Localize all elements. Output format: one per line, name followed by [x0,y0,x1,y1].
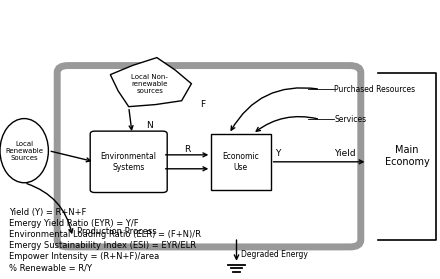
FancyBboxPatch shape [57,66,361,247]
Bar [308,73,332,240]
Text: Emergy Yield Ratio (EYR) = Y/F: Emergy Yield Ratio (EYR) = Y/F [9,219,139,228]
FancyBboxPatch shape [90,131,167,193]
Text: Empower Intensity = (R+N+F)/area: Empower Intensity = (R+N+F)/area [9,252,159,261]
Text: Emergy Sustainability Index (ESI) = EYR/ELR: Emergy Sustainability Index (ESI) = EYR/… [9,241,196,250]
Text: N: N [146,121,153,130]
Text: Main
Economy: Main Economy [385,145,429,167]
Text: Yield: Yield [334,149,356,158]
Text: Environmental Loading Ratio (ELR) = (F+N)/R: Environmental Loading Ratio (ELR) = (F+N… [9,230,201,239]
Text: Services: Services [334,115,367,124]
Text: Environmental
Systems: Environmental Systems [101,152,157,172]
Text: Local
Renewable
Sources: Local Renewable Sources [5,141,43,161]
Text: Degraded Energy: Degraded Energy [241,250,308,259]
Text: Local Non-
renewable
sources: Local Non- renewable sources [131,74,168,94]
Ellipse shape [0,119,48,183]
Bar [211,134,271,190]
Text: Y: Y [275,149,280,158]
Text: F: F [200,100,205,109]
Text: Yield (Y) = R+N+F: Yield (Y) = R+N+F [9,208,86,217]
Text: Production Process: Production Process [77,227,157,236]
Text: Economic
Use: Economic Use [223,152,259,172]
Polygon shape [110,57,191,107]
Text: R: R [184,145,190,154]
Text: Purchased Resources: Purchased Resources [334,85,415,94]
Text: % Renewable = R/Y: % Renewable = R/Y [9,264,92,273]
